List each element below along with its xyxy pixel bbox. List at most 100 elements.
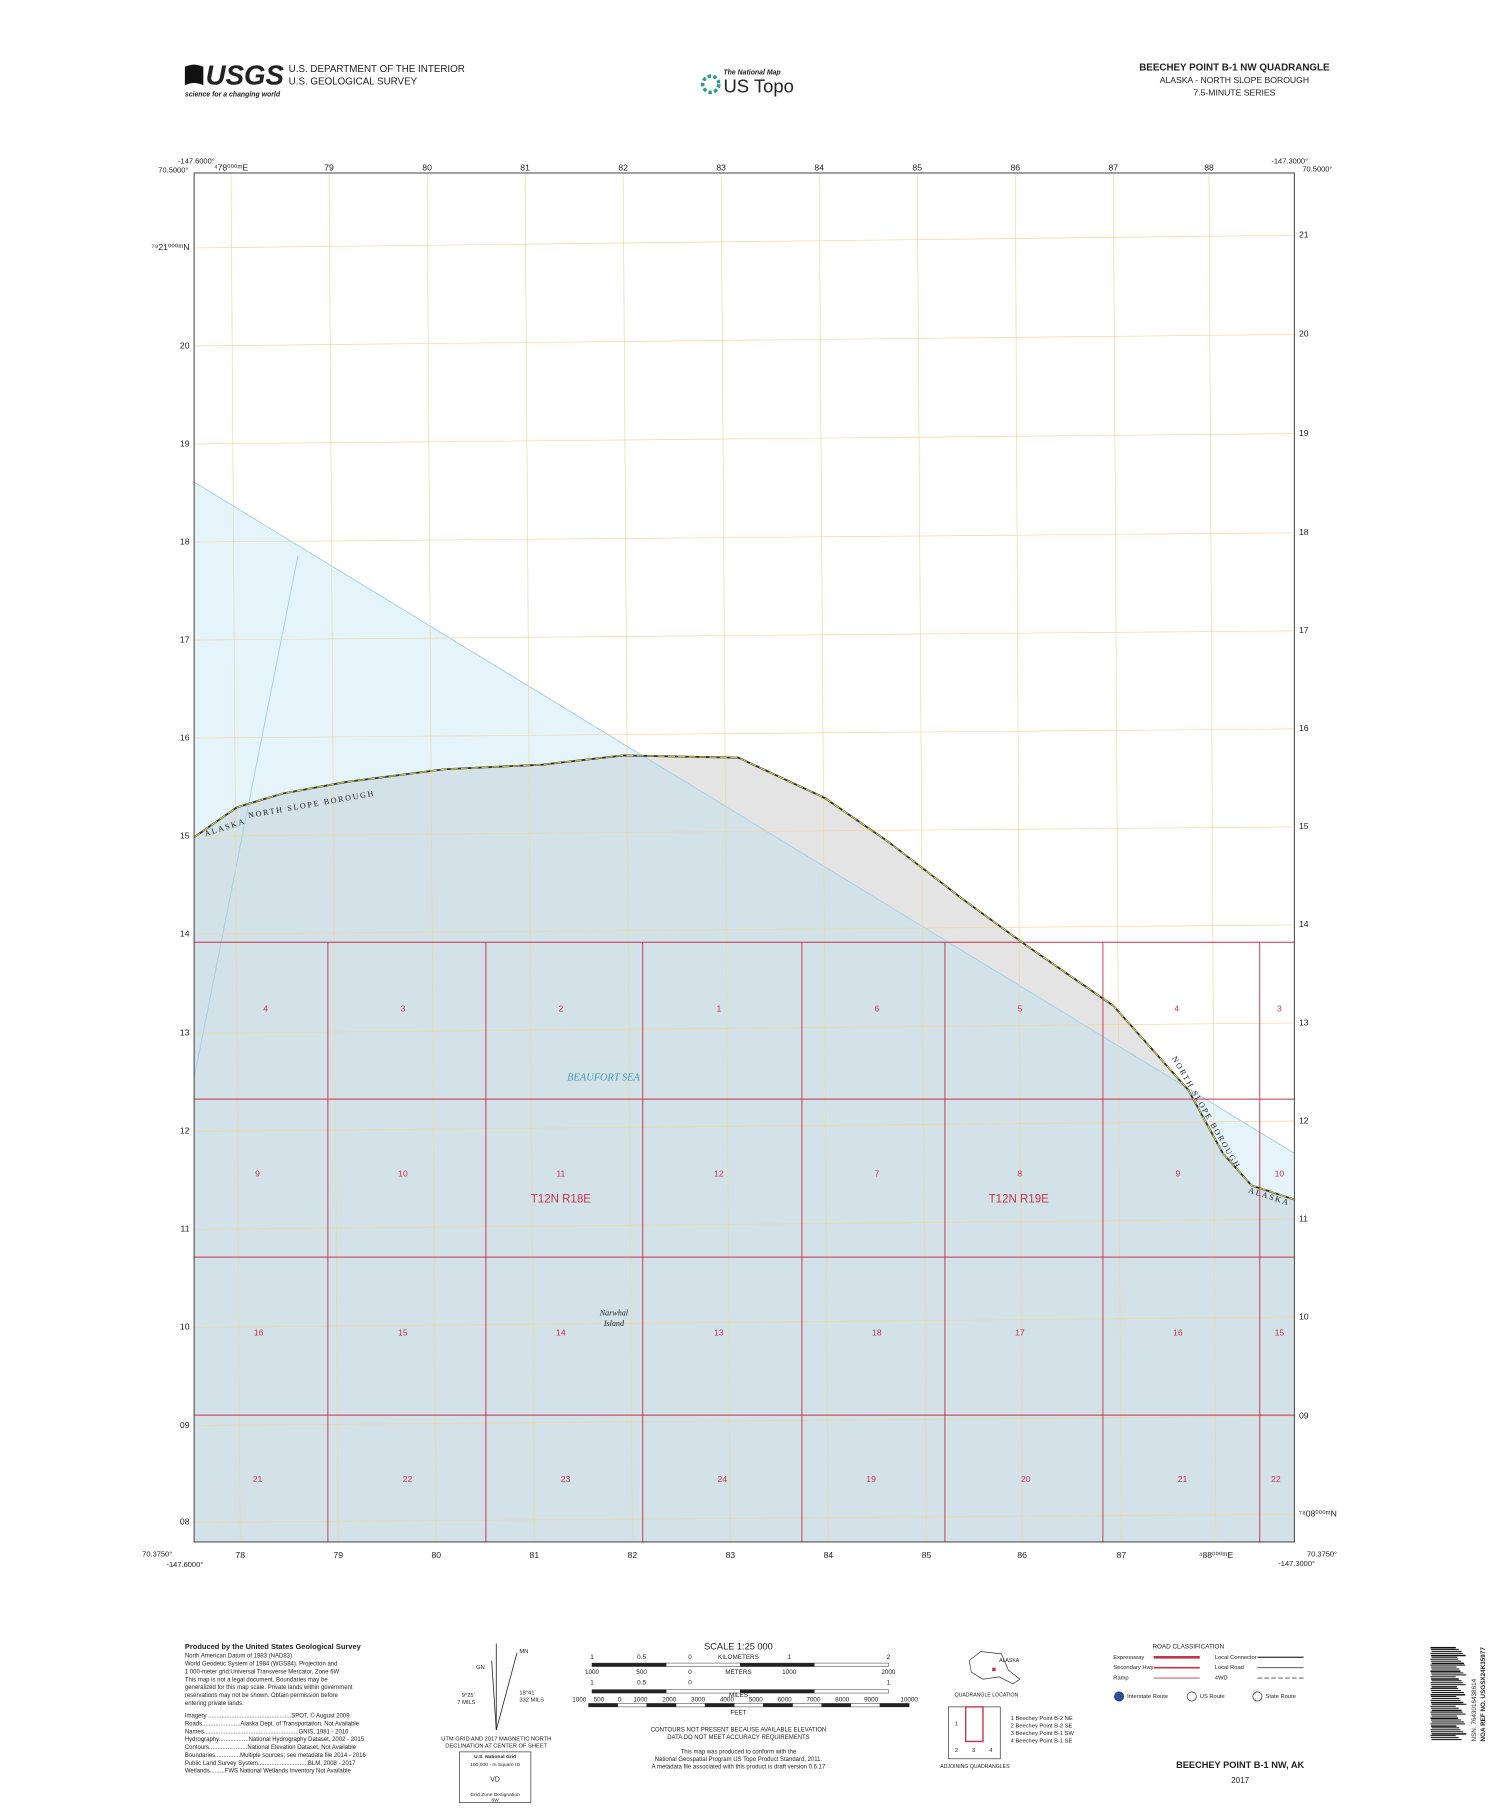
- sea-tint: [194, 482, 1295, 1542]
- easting-label: 87: [1108, 163, 1118, 173]
- northing-grid-line: [194, 234, 1295, 249]
- northing-label: 16: [180, 732, 190, 742]
- scale-bar-segment: [821, 1703, 852, 1708]
- scale-label: 1000: [585, 1669, 600, 1676]
- source-line: Wetlands.........FWS National Wetlands I…: [185, 1769, 352, 1775]
- easting-label: 81: [530, 1550, 540, 1560]
- section-number: 9: [1175, 1168, 1180, 1178]
- section-number: 3: [1277, 1003, 1282, 1013]
- scale-bar-segment: [850, 1703, 881, 1708]
- township-label: T12N R18E: [531, 1193, 591, 1205]
- section-number: 12: [714, 1168, 724, 1178]
- scale-label: 1: [787, 1654, 791, 1661]
- section-number: 10: [398, 1168, 408, 1178]
- scale-bar-segment: [739, 1662, 815, 1667]
- section-number: 9: [255, 1168, 260, 1178]
- disclaimer-line: National Geospatial Program US Topo Prod…: [655, 1757, 823, 1763]
- scale-bar-segment: [879, 1703, 910, 1708]
- barcode-bar: [1431, 1725, 1457, 1727]
- scale-bar-segment: [588, 1703, 618, 1708]
- section-number: 15: [1275, 1328, 1285, 1338]
- scale-bar-segment: [591, 1689, 667, 1694]
- credit-note: entering private lands.: [185, 1701, 244, 1707]
- barcode-bar: [1431, 1656, 1457, 1658]
- easting-label: 82: [628, 1550, 638, 1560]
- easting-label: 84: [824, 1550, 834, 1560]
- adjoining-cell: 3: [972, 1748, 975, 1754]
- declination-label: MN: [519, 1649, 528, 1655]
- easting-label: 79: [333, 1550, 343, 1560]
- route-shield: [1114, 1691, 1125, 1702]
- barcode-bar: [1430, 1682, 1463, 1684]
- usgs-logo-mark: [184, 64, 204, 86]
- section-number: 24: [718, 1474, 728, 1484]
- adjoining-name: 2 Beechey Point B-2 SE: [1011, 1723, 1073, 1729]
- northing-label: 15: [180, 830, 190, 840]
- barcode-bar: [1431, 1674, 1467, 1676]
- section-number: 22: [1271, 1474, 1281, 1484]
- grid-box-text: Grid Zone Designation: [470, 1792, 520, 1798]
- northing-label: 17: [1299, 625, 1309, 635]
- declination-label: GN: [476, 1665, 485, 1671]
- road-legend-label: Local Connector: [1215, 1655, 1257, 1661]
- adjoining-name: 4 Beechey Point B-1 SE: [1011, 1738, 1073, 1744]
- scale-label: 1: [590, 1654, 594, 1661]
- barcode-bar: [1430, 1664, 1466, 1666]
- easting-label: 78: [235, 1550, 245, 1560]
- adjoining-name: 1 Beechey Point B-2 NE: [1011, 1716, 1073, 1722]
- grid-box-text: 6W: [491, 1798, 499, 1804]
- scale-label: 0: [618, 1697, 622, 1704]
- section-number: 18: [872, 1328, 882, 1338]
- scale-bar-segment: [763, 1703, 793, 1708]
- source-line: Names...................................…: [185, 1729, 349, 1735]
- adjoining-name: 3 Beechey Point B-1 SW: [1011, 1731, 1075, 1737]
- barcode-bar: [1430, 1688, 1459, 1690]
- easting-label: 82: [618, 163, 628, 173]
- northing-grid-line: [194, 1513, 1295, 1523]
- barcode-bar: [1430, 1646, 1456, 1649]
- barcode-bar: [1430, 1717, 1459, 1720]
- northing-label: 14: [1299, 919, 1309, 929]
- source-line: Contours.......................National …: [185, 1745, 357, 1751]
- barcode-bar: [1431, 1654, 1466, 1657]
- barcode-text: NGA REF NO. USGSX24K35977: [1480, 1647, 1487, 1742]
- grid-box-text: U.S. National Grid: [474, 1754, 516, 1760]
- section-number: 1: [716, 1003, 721, 1013]
- route-shield: [1252, 1691, 1263, 1702]
- barcode-bar: [1431, 1650, 1462, 1652]
- national-map-label: The National Map: [723, 69, 780, 76]
- water-label: BEAUFORT SEA: [567, 1073, 640, 1084]
- northing-label: 11: [181, 1224, 190, 1234]
- scale-label: 1000: [572, 1697, 587, 1704]
- scale-label: 0: [688, 1669, 692, 1676]
- section-number: 21: [1178, 1474, 1188, 1484]
- sea-edge: [193, 481, 1295, 1154]
- corner-coordinate: 70.5000°: [158, 166, 188, 175]
- scale-label: 10000: [900, 1697, 918, 1704]
- northing-grid-line: [194, 334, 1295, 347]
- northing-label: 09: [1299, 1411, 1309, 1421]
- scale-label: 8000: [835, 1697, 850, 1704]
- section-number: 2: [558, 1003, 563, 1013]
- scale-bar-segment: [734, 1703, 764, 1708]
- route-shield-label: US Route: [1200, 1694, 1225, 1700]
- declination-caption: UTM GRID AND 2017 MAGNETIC NORTH: [441, 1737, 551, 1743]
- easting-grid-line: [1208, 172, 1217, 1542]
- easting-grid-line: [1014, 172, 1023, 1542]
- barcode-bar: [1431, 1731, 1464, 1733]
- source-line: Roads.......................Alaska Dept.…: [185, 1722, 360, 1728]
- easting-label: 85: [922, 1550, 932, 1560]
- easting-label: 79: [324, 163, 334, 173]
- scale-unit: MILES: [729, 1692, 748, 1699]
- northing-label: 11: [1299, 1213, 1308, 1223]
- declination-label: 7 MILS: [457, 1700, 475, 1706]
- northing-grid-line: [194, 924, 1295, 935]
- section-number: 23: [561, 1474, 571, 1484]
- easting-label: 81: [520, 163, 530, 173]
- scale-bar-segment: [675, 1703, 706, 1708]
- scale-label: 0: [688, 1654, 692, 1661]
- easting-grid-line: [916, 172, 927, 1542]
- easting-label: 87: [1117, 1550, 1127, 1560]
- easting-grid-line: [426, 172, 437, 1542]
